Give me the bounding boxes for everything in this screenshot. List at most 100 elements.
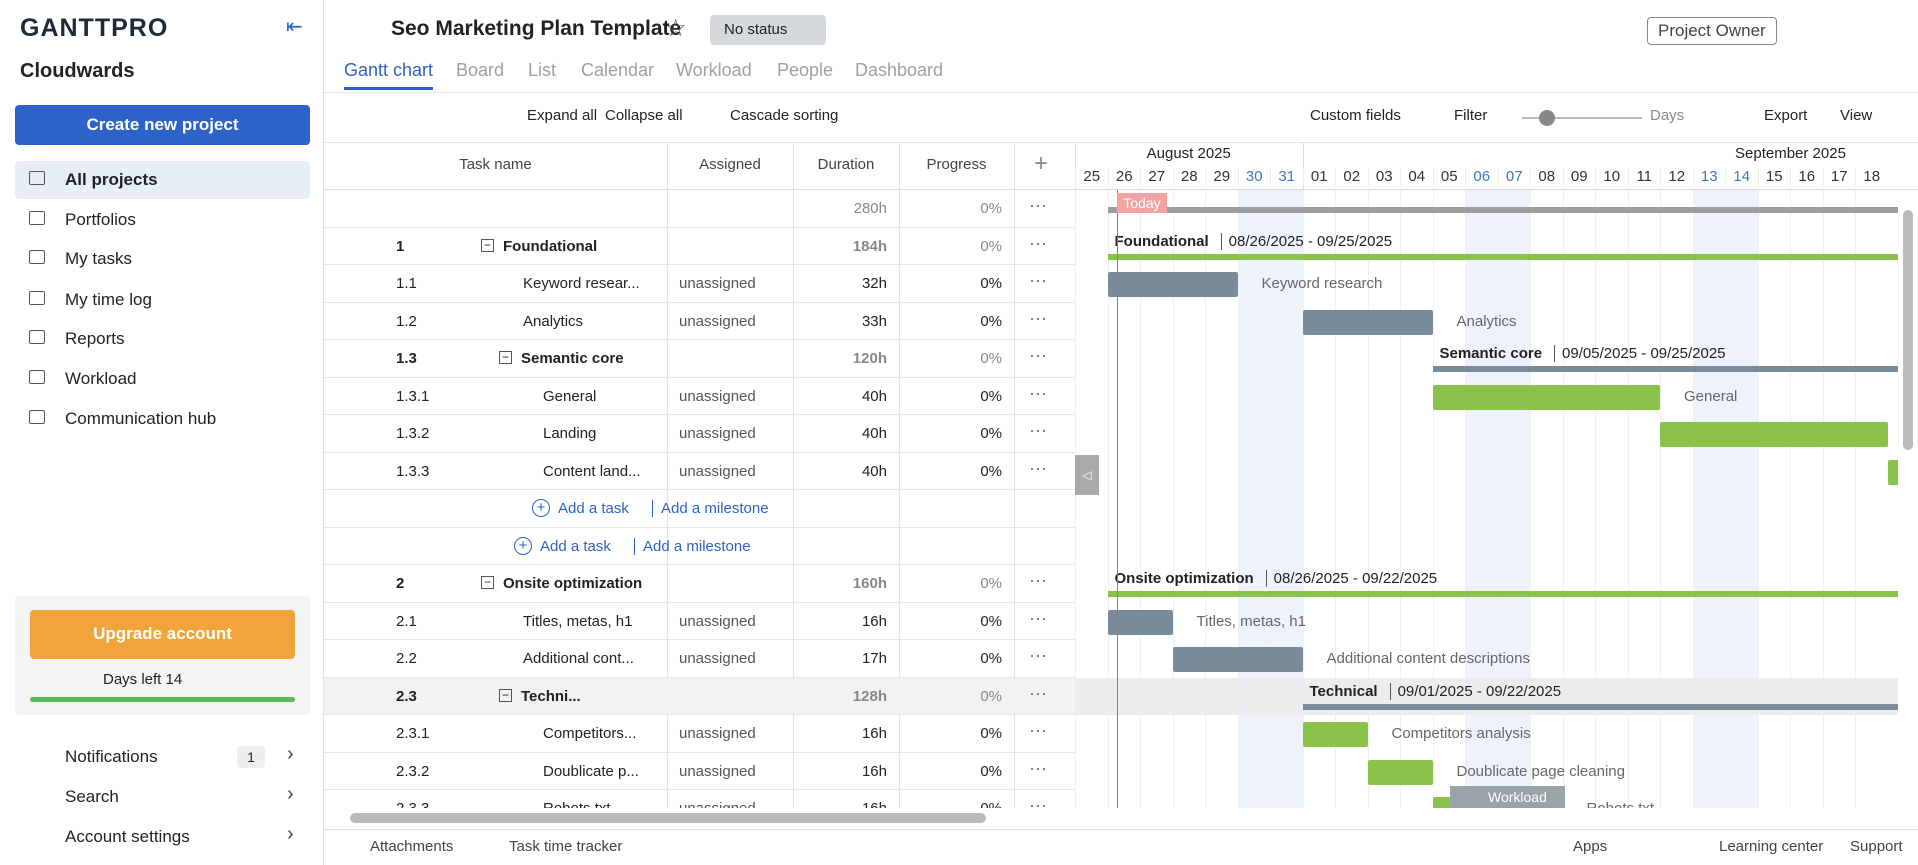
h-scroll[interactable] <box>350 813 986 823</box>
bottom-item[interactable]: Search › <box>15 779 310 815</box>
add-task[interactable]: Add a task <box>540 537 611 555</box>
day-rule <box>1367 190 1369 808</box>
footer-item[interactable]: Attachments <box>370 838 454 855</box>
task-name[interactable]: Techni... <box>521 687 581 705</box>
nav-item[interactable]: Portfolios <box>15 201 310 239</box>
row-menu[interactable]: ⋯ <box>1029 233 1047 254</box>
footer-item[interactable]: Support <box>1850 838 1903 855</box>
add-column[interactable]: + <box>1034 150 1049 177</box>
bar-label: Analytics <box>1456 312 1517 330</box>
task-name[interactable]: Doublicate p... <box>543 762 639 780</box>
gantt-body: Foundational 08/26/2025 - 09/25/2025 Keywo… <box>1075 190 1898 808</box>
add-icon[interactable]: + <box>532 499 550 517</box>
collapse-toggle[interactable]: − <box>481 576 494 589</box>
task-bar[interactable] <box>1887 459 1898 485</box>
task-bar[interactable] <box>1107 272 1238 297</box>
collapse-toggle[interactable]: − <box>481 238 494 252</box>
task-name[interactable]: Analytics <box>523 312 584 330</box>
tab[interactable]: People <box>777 60 834 80</box>
summary-bar <box>1107 253 1898 260</box>
task-bar[interactable] <box>1367 759 1433 785</box>
row-menu[interactable]: ⋯ <box>1029 196 1047 216</box>
day-rule <box>1692 190 1694 808</box>
add-task[interactable]: Add a task <box>558 500 629 517</box>
toolbar-button[interactable]: Expand all <box>527 107 598 124</box>
bottom-item[interactable]: Account settings › <box>15 819 310 855</box>
task-name[interactable]: General <box>543 387 597 405</box>
task-name[interactable]: Foundational <box>503 237 598 255</box>
row-menu[interactable]: ⋯ <box>1029 383 1047 404</box>
workload-button[interactable]: Workload <box>1450 786 1565 808</box>
status[interactable]: No status <box>710 15 826 45</box>
nav-item[interactable]: Reports <box>15 320 310 358</box>
task-bar[interactable] <box>1432 384 1660 410</box>
tab[interactable]: List <box>528 60 557 80</box>
nav-item[interactable]: My tasks <box>15 240 310 278</box>
bottom-item[interactable]: Notifications 1 › <box>15 739 310 775</box>
task-name[interactable]: Competitors... <box>543 725 637 742</box>
toolbar-rule <box>324 142 1918 143</box>
footer-item[interactable]: Task time tracker <box>509 838 623 855</box>
task-bar[interactable] <box>1660 422 1888 447</box>
task-name[interactable]: Robots.txt <box>543 800 611 808</box>
row-menu[interactable]: ⋯ <box>1029 608 1047 629</box>
add-milestone[interactable]: Add a milestone <box>634 537 751 555</box>
task-number: 2 <box>396 575 405 592</box>
task-name[interactable]: Landing <box>543 425 597 442</box>
footer-item[interactable]: Apps <box>1573 838 1608 855</box>
task-name[interactable]: Additional cont... <box>523 650 634 667</box>
footer-item[interactable]: Learning center <box>1719 838 1824 855</box>
row-menu[interactable]: ⋯ <box>1029 796 1047 808</box>
tab[interactable]: Dashboard <box>855 60 944 80</box>
row-menu[interactable]: ⋯ <box>1029 721 1047 741</box>
task-name[interactable]: Onsite optimization <box>503 575 643 592</box>
add-icon[interactable]: + <box>514 536 532 555</box>
gantt-collapse[interactable]: ◁ <box>1075 455 1099 495</box>
toolbar-button[interactable]: View <box>1840 107 1873 124</box>
row-menu[interactable]: ⋯ <box>1029 308 1047 329</box>
collapse-toggle[interactable]: − <box>499 688 512 702</box>
collapse-toggle[interactable]: − <box>499 351 512 364</box>
tab[interactable]: Calendar <box>581 60 655 80</box>
nav-item[interactable]: Communication hub <box>15 400 310 438</box>
task-name[interactable]: Titles, metas, h1 <box>523 612 633 630</box>
row-menu[interactable]: ⋯ <box>1029 646 1047 666</box>
add-milestone[interactable]: Add a milestone <box>652 500 769 517</box>
tab[interactable]: Workload <box>676 60 752 80</box>
tab[interactable]: Gantt chart <box>344 60 434 90</box>
nav-item[interactable]: Workload <box>15 360 310 398</box>
task-name[interactable]: Keyword resear... <box>523 275 640 292</box>
toolbar-button[interactable]: Custom fields <box>1310 107 1401 124</box>
role[interactable]: Project Owner <box>1647 17 1777 45</box>
progress: 0% <box>980 650 1002 667</box>
table-row: 2.2 Additional cont... unassigned 17h 0% ⋯ <box>324 640 1075 678</box>
nav-item[interactable]: All projects <box>15 161 310 199</box>
tab[interactable]: Board <box>456 60 505 80</box>
toolbar-button[interactable]: Cascade sorting <box>730 107 839 124</box>
row-menu[interactable]: ⋯ <box>1029 571 1047 591</box>
bottom-label: Account settings <box>65 827 190 846</box>
row-menu[interactable]: ⋯ <box>1029 346 1047 366</box>
toolbar-button[interactable]: Filter <box>1454 107 1488 124</box>
upgrade-button[interactable]: Upgrade account <box>30 610 295 659</box>
v-scroll[interactable] <box>1903 210 1913 450</box>
nav-item[interactable]: My time log <box>15 281 310 319</box>
row-menu[interactable]: ⋯ <box>1029 458 1047 479</box>
row-menu[interactable]: ⋯ <box>1029 758 1047 779</box>
row-menu[interactable]: ⋯ <box>1029 421 1047 441</box>
toolbar-button[interactable]: Days <box>1650 107 1685 124</box>
task-bar[interactable] <box>1172 647 1303 672</box>
task-bar[interactable] <box>1302 722 1368 747</box>
task-bar[interactable] <box>1107 609 1173 635</box>
task-name[interactable]: Content land... <box>543 462 641 480</box>
row-menu[interactable]: ⋯ <box>1029 683 1047 704</box>
toolbar-button[interactable]: Collapse all <box>605 107 683 124</box>
summary-name: Onsite optimization <box>1114 570 1254 587</box>
toolbar-button[interactable]: Export <box>1764 107 1808 124</box>
row-menu[interactable]: ⋯ <box>1029 271 1047 291</box>
task-name[interactable]: Semantic core <box>521 350 624 367</box>
day-rule <box>1270 190 1271 808</box>
day-rule <box>1205 190 1206 808</box>
task-bar[interactable] <box>1302 309 1433 335</box>
create-button[interactable]: Create new project <box>15 105 310 145</box>
